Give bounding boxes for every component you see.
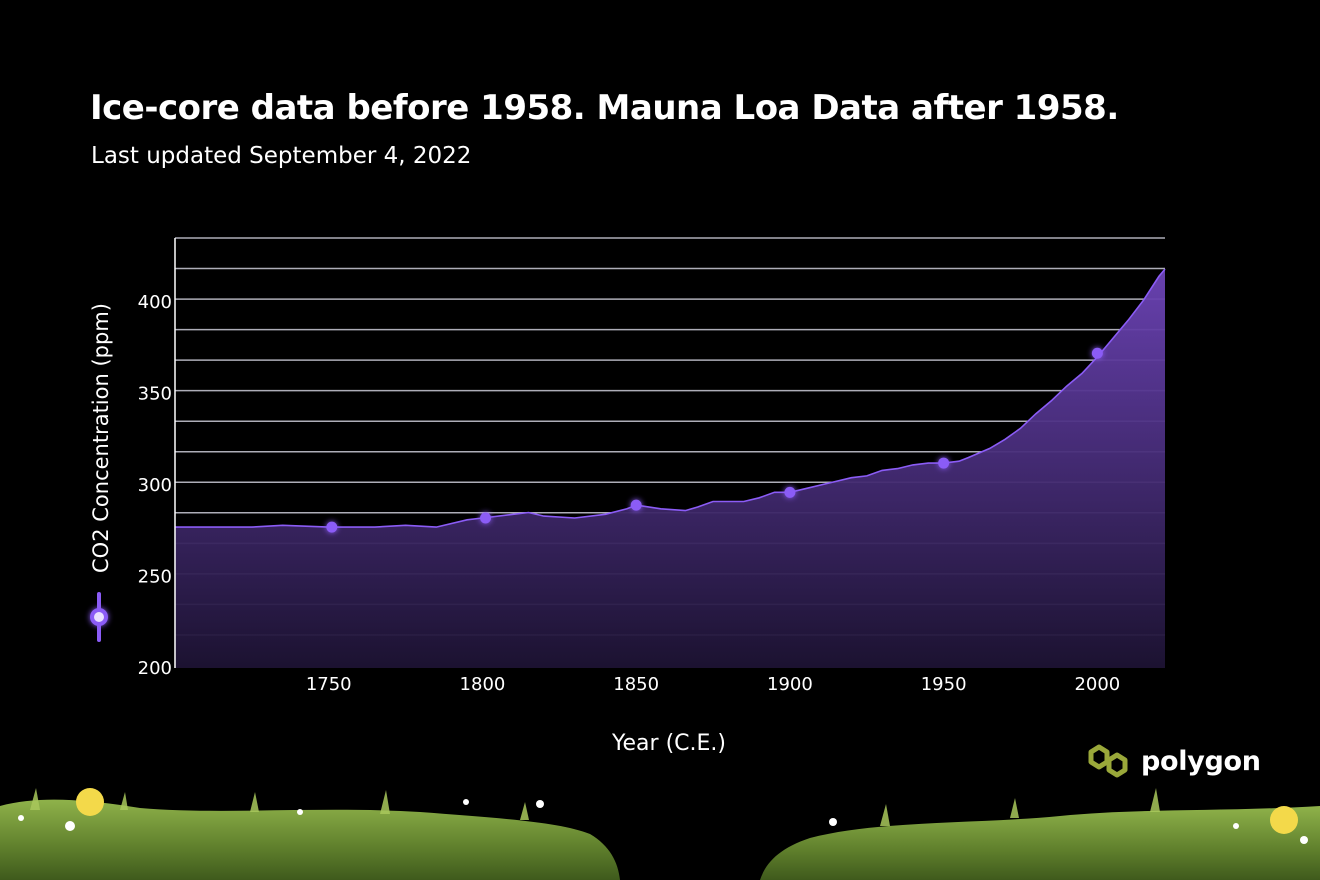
y-axis-label: CO2 Concentration (ppm)	[89, 303, 113, 573]
brand-name: polygon	[1141, 745, 1261, 777]
y-tick-label: 400	[138, 292, 172, 313]
series-area	[175, 269, 1165, 668]
chart-title: Ice-core data before 1958. Mauna Loa Dat…	[90, 88, 1119, 128]
polygon-logo-icon	[1088, 744, 1128, 778]
dandelion-icon	[76, 788, 1298, 834]
data-marker	[784, 486, 796, 498]
brand-logo: polygon	[1083, 740, 1261, 782]
chart-subtitle: Last updated September 4, 2022	[91, 143, 472, 169]
data-marker	[938, 457, 950, 469]
data-marker	[630, 499, 642, 511]
data-marker	[480, 512, 492, 524]
series-line	[175, 268, 1166, 528]
x-tick-label: 1800	[460, 674, 506, 695]
x-axis-label: Year (C.E.)	[611, 731, 726, 756]
x-tick-label: 1850	[613, 674, 659, 695]
y-tick-label: 300	[138, 475, 172, 496]
x-tick-label: 2000	[1074, 674, 1120, 695]
x-tick-label: 1900	[767, 674, 813, 695]
data-marker	[326, 521, 338, 533]
tick-labels: 1750 1800 1850 1900 1950 2000 200 250 300 350 400	[138, 292, 1121, 695]
x-tick-label: 1950	[921, 674, 967, 695]
data-markers	[326, 347, 1103, 533]
y-tick-label: 200	[138, 658, 172, 679]
y-tick-label: 350	[138, 384, 172, 405]
y-tick-label: 250	[138, 567, 172, 588]
legend-marker-icon	[90, 592, 108, 642]
daisy-icon	[18, 799, 1308, 844]
data-marker	[1091, 347, 1103, 359]
x-tick-label: 1750	[306, 674, 352, 695]
